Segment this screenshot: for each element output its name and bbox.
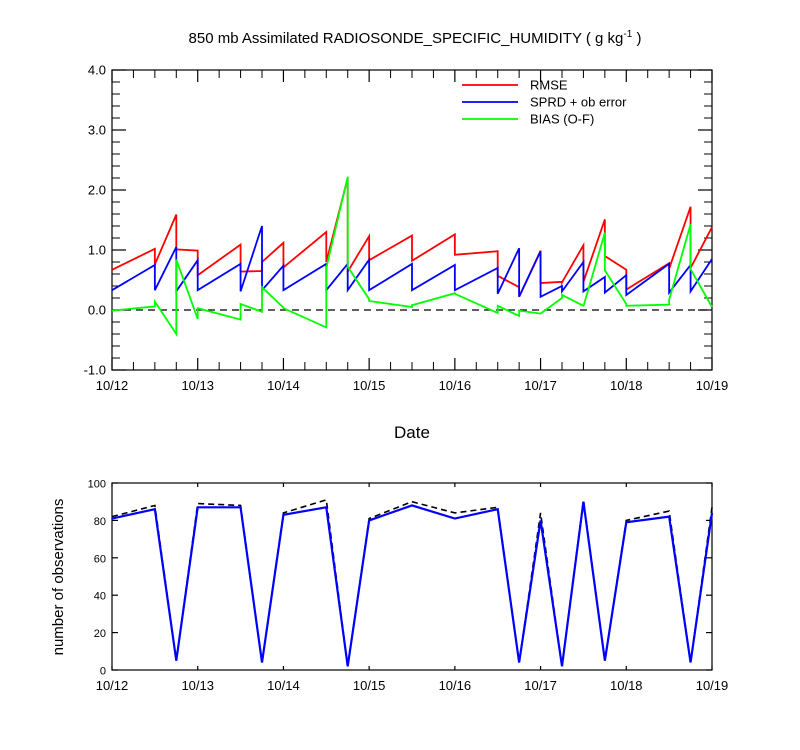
y-tick-label: 60 [94, 553, 106, 565]
x-tick-label: 10/15 [353, 378, 386, 393]
plot-frame [112, 70, 712, 370]
series-line-used [112, 502, 712, 667]
top-panel: 10/12 10/13 10/14 10/15 10/16 10/17 10/18 10/19… [84, 63, 729, 394]
y-tick-label: 3.0 [88, 123, 106, 138]
y-tick-label: 1.0 [88, 243, 106, 258]
y-tick-label: 4.0 [88, 63, 106, 78]
x-tick-label: 10/14 [267, 378, 300, 393]
y-tick-label: 20 [94, 628, 106, 640]
x-tick-label: 10/15 [353, 678, 386, 693]
y-tick-label: 0 [100, 666, 106, 678]
y-axis-label-observations: number of observations [50, 499, 67, 656]
y-tick-label: 2.0 [88, 183, 106, 198]
legend-label-rmse: RMSE [530, 78, 568, 93]
x-tick-label: 10/19 [696, 378, 729, 393]
x-axis-label: Date [394, 423, 430, 442]
x-tick-label: 10/14 [267, 678, 300, 693]
x-tick-label: 10/17 [524, 678, 557, 693]
x-tick-label: 10/18 [610, 678, 643, 693]
plot-frame [112, 483, 712, 670]
x-tick-label: 10/17 [524, 378, 557, 393]
x-tick-label: 10/13 [181, 378, 214, 393]
legend-label-sprd-ob-error: SPRD + ob error [530, 95, 627, 110]
x-tick-label: 10/12 [96, 678, 129, 693]
y-tick-label: 80 [94, 516, 106, 528]
x-tick-label: 10/16 [439, 678, 472, 693]
y-tick-label: -1.0 [84, 363, 106, 378]
chart-title: 850 mb Assimilated RADIOSONDE_SPECIFIC_H… [189, 29, 642, 47]
y-tick-label: 0.0 [88, 303, 106, 318]
x-tick-label: 10/18 [610, 378, 643, 393]
x-tick-label: 10/12 [96, 378, 129, 393]
x-tick-label: 10/19 [696, 678, 729, 693]
y-tick-label: 100 [88, 479, 106, 491]
x-tick-label: 10/16 [439, 378, 472, 393]
legend-label-bias-o-f: BIAS (O-F) [530, 112, 594, 127]
series-line-possible [112, 500, 712, 666]
y-tick-label: 40 [94, 591, 106, 603]
bottom-panel: 10/12 10/13 10/14 10/15 10/16 10/17 10/18 10/19… [88, 479, 729, 694]
x-tick-label: 10/13 [181, 678, 214, 693]
figure: 850 mb Assimilated RADIOSONDE_SPECIFIC_H… [0, 0, 800, 750]
